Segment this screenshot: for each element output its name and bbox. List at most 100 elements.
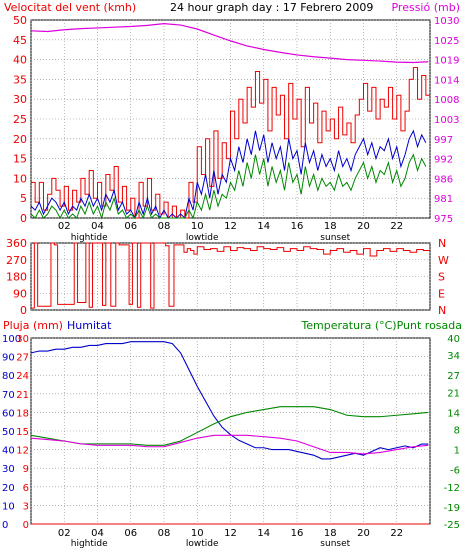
hour-tick-label: 10 [191, 528, 204, 539]
rain-tick-label: 6 [23, 483, 29, 494]
hour-tick-label: 04 [91, 221, 104, 232]
graph-title: 24 hour graph day : 17 Febrero 2009 [170, 1, 373, 14]
average-series-line [30, 129, 427, 220]
hour-tick-label: 14 [257, 528, 270, 539]
rain-tick-label: 24 [16, 371, 29, 382]
wind-speed-tick-label: 20 [13, 133, 27, 146]
hour-tick-label: 16 [291, 221, 304, 232]
hour-tick-label: 18 [324, 221, 337, 232]
compass-label: S [438, 271, 445, 284]
hour-tick-label: 04 [91, 528, 104, 539]
pressure-tick-label: 986 [434, 174, 453, 185]
hour-tick-label: 06 [124, 528, 137, 539]
humidity-tick-label: 60 [2, 408, 15, 419]
temperature-tick-label: 27 [447, 371, 460, 382]
pressure-tick-label: 1008 [434, 95, 459, 106]
pressure-tick-label: 1003 [434, 115, 459, 126]
pressure-tick-label: 981 [434, 194, 453, 205]
hour-tick-label: 16 [291, 528, 304, 539]
hour-tick-label: 22 [390, 528, 403, 539]
wind-speed-tick-label: 40 [13, 54, 27, 67]
wind-speed-tick-label: 50 [13, 14, 27, 27]
wind-speed-tick-label: 45 [13, 34, 27, 47]
humidity-series-line [30, 341, 429, 460]
temperature-axes: 0102030405060708090100036912151821242730… [2, 334, 460, 549]
temperature-tick-label: -6 [450, 466, 460, 477]
hour-tick-label: 08 [158, 221, 171, 232]
hour-tick-label: 20 [357, 221, 370, 232]
rain-tick-label: 30 [16, 334, 29, 345]
wind-speed-axis-label: Velocitat del vent (kmh) [4, 1, 136, 14]
humidity-axis-label: Humitat [67, 319, 112, 332]
humidity-tick-label: 80 [2, 371, 15, 382]
pressure-axis-label: Pressió (mb) [391, 1, 460, 14]
wind-speed-tick-label: 35 [13, 73, 27, 86]
direction-tick-label: 270 [6, 254, 27, 267]
hour-tick-label: 06 [124, 221, 137, 232]
tide-label: sunset [320, 539, 350, 549]
temperature-tick-label: 21 [447, 388, 460, 399]
direction-tick-label: 90 [13, 287, 27, 300]
compass-label: E [438, 287, 445, 300]
hour-tick-label: 10 [191, 221, 204, 232]
wind-series [30, 22, 430, 220]
direction-series-line [31, 242, 430, 309]
pressure-series-line [30, 22, 429, 64]
tide-label: lowtide [186, 233, 219, 243]
pressure-tick-label: 975 [434, 214, 453, 225]
temperature-tick-label: -19 [444, 503, 460, 514]
direction-series [31, 242, 430, 309]
pressure-tick-label: 992 [434, 155, 453, 166]
direction-tick-label: 0 [20, 304, 27, 317]
hour-tick-label: 20 [357, 528, 370, 539]
wind-axes: 0 5 10 15 20 25 30 35 40 45 50 975 981 986 992 997 1003 1… [13, 14, 459, 243]
temperature-tick-label: 14 [447, 408, 460, 419]
humidity-tick-label: 100 [2, 334, 21, 345]
humidity-tick-label: 0 [2, 520, 8, 531]
wind-speed-tick-label: 0 [20, 212, 27, 225]
pressure-tick-label: 1019 [434, 56, 459, 67]
temperature-tick-label: 34 [447, 351, 460, 362]
tide-label: sunset [320, 233, 350, 243]
temperature-series [30, 341, 430, 525]
rain-axis-label: Pluja (mm) [3, 319, 63, 332]
wind-speed-tick-label: 10 [13, 172, 27, 185]
direction-tick-label: 360 [6, 237, 27, 250]
wind-speed-tick-label: 25 [13, 113, 27, 126]
dew_point-series-line [30, 434, 429, 455]
direction-tick-label: 180 [6, 271, 27, 284]
gust-series-line [31, 67, 430, 219]
hour-tick-label: 02 [58, 528, 71, 539]
temperature-tick-label: -12 [444, 483, 460, 494]
pressure-tick-label: 1030 [434, 16, 459, 27]
pressure-tick-label: 997 [434, 135, 453, 146]
compass-label: W [438, 254, 449, 267]
rain-tick-label: 15 [16, 427, 29, 438]
humidity-tick-label: 30 [2, 464, 15, 475]
wind-speed-tick-label: 30 [13, 93, 27, 106]
pressure-tick-label: 1014 [434, 75, 459, 86]
temperature-tick-label: 40 [447, 334, 460, 345]
temperature-grid [30, 337, 431, 525]
tide-label: lowtide [186, 539, 219, 549]
humidity-tick-label: 70 [2, 390, 15, 401]
wind_low-series-line [30, 153, 427, 220]
hour-tick-label: 08 [158, 528, 171, 539]
humidity-tick-label: 20 [2, 483, 15, 494]
humidity-tick-label: 10 [2, 501, 15, 512]
hour-tick-label: 14 [257, 221, 270, 232]
rain-tick-label: 0 [23, 520, 29, 531]
wind-speed-tick-label: 5 [20, 192, 27, 205]
humidity-tick-label: 90 [2, 353, 15, 364]
compass-label: N [438, 304, 446, 317]
rain-tick-label: 21 [16, 390, 29, 401]
rain-tick-label: 9 [23, 464, 29, 475]
rain-tick-label: 3 [23, 501, 29, 512]
temperature-tick-label: 8 [454, 426, 460, 437]
temperature-panel: 0102030405060708090100036912151821242730… [2, 319, 462, 549]
tide-label: hightide [71, 233, 108, 243]
pressure-tick-label: 1025 [434, 36, 459, 47]
